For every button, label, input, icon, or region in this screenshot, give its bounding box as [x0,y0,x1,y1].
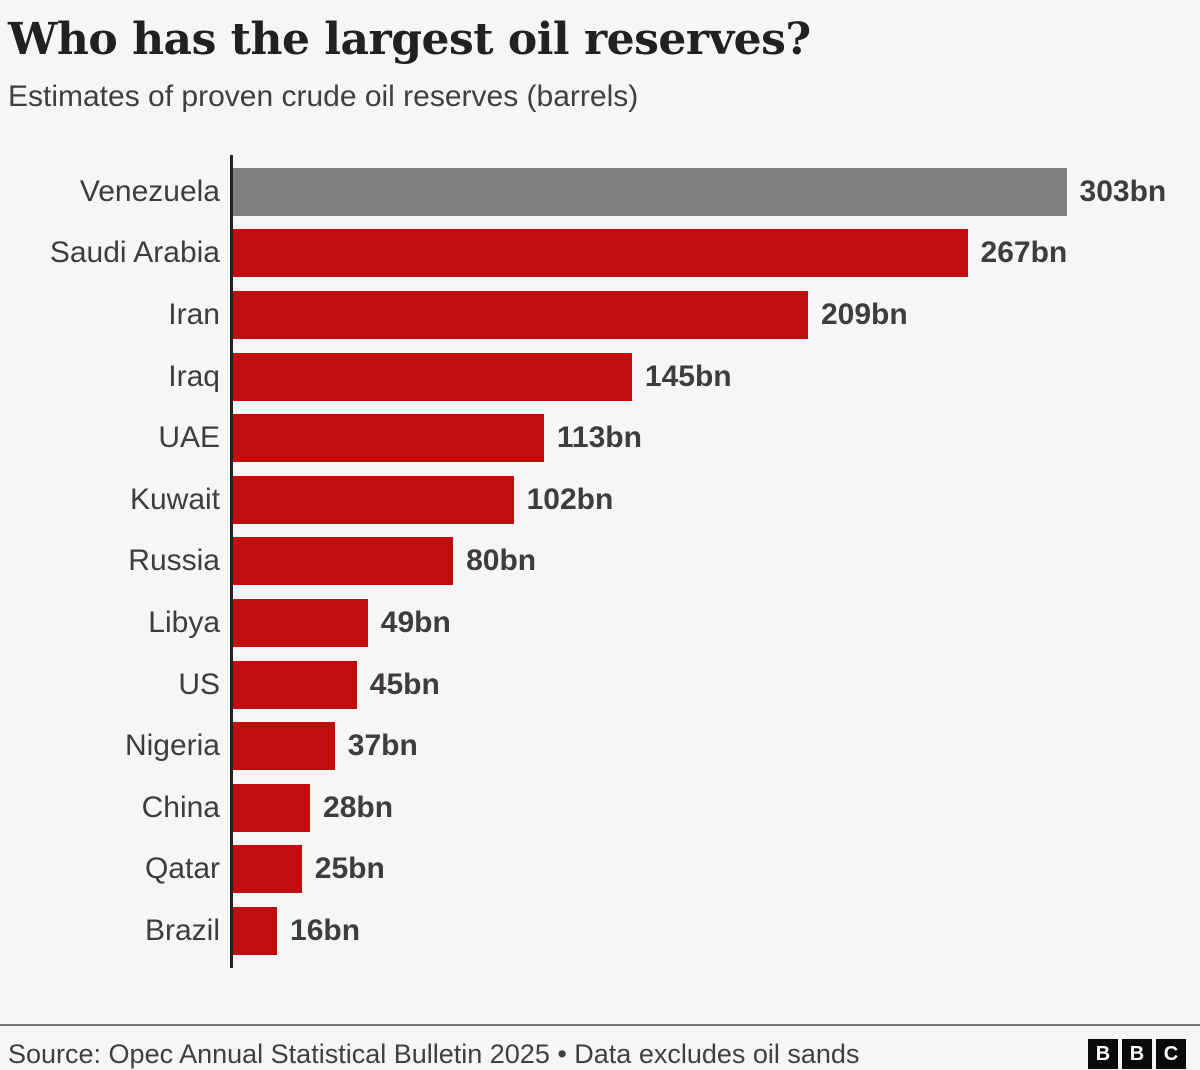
category-label: UAE [158,421,220,455]
bar-area: 303bn [233,161,1200,223]
value-label: 145bn [644,359,732,393]
bar [233,722,335,771]
chart-row: Qatar 25bn [0,839,1200,901]
value-label: 37bn [347,729,418,763]
source-text: Source: Opec Annual Statistical Bulletin… [8,1038,860,1069]
bar-area: 16bn [233,900,1200,962]
footer: Source: Opec Annual Statistical Bulletin… [0,1024,1200,1070]
chart-row: Kuwait 102bn [0,469,1200,531]
value-label: 267bn [980,236,1068,270]
bar [233,229,968,278]
bar [233,290,808,339]
category-label: Russia [128,544,220,578]
chart-title: Who has the largest oil reserves? [8,14,811,65]
bar-area: 25bn [233,839,1200,901]
value-label: 209bn [820,297,908,331]
bar-area: 209bn [233,284,1200,346]
chart-row: China 28bn [0,777,1200,839]
category-label: Qatar [144,852,220,886]
value-label: 28bn [323,790,394,824]
bbc-logo-block: B [1122,1039,1152,1069]
bar [233,845,302,894]
chart-row: Saudi Arabia 267bn [0,223,1200,285]
chart-row: Nigeria 37bn [0,715,1200,777]
bar-area: 80bn [233,531,1200,593]
value-label: 102bn [526,482,614,516]
chart-rows: Venezuela 303bn Saudi Arabia 267bn Iran 209bn… [0,161,1200,962]
bar-area: 102bn [233,469,1200,531]
chart-page: Who has the largest oil reserves? Estima… [0,12,1200,1070]
bbc-logo-block: C [1156,1039,1186,1069]
chart-row: Libya 49bn [0,592,1200,654]
bar [233,783,311,832]
value-label: 80bn [466,544,537,578]
value-label: 49bn [380,605,451,639]
bar-area: 37bn [233,715,1200,777]
category-label: Iran [168,297,220,331]
chart-row: Venezuela 303bn [0,161,1200,223]
bar-area: 28bn [233,777,1200,839]
bar [233,906,278,955]
bar-area: 267bn [233,223,1200,285]
category-label: US [178,667,220,701]
y-axis-line [230,155,233,968]
category-label: Brazil [144,913,220,947]
chart-subtitle: Estimates of proven crude oil reserves (… [8,80,639,113]
category-label: Venezuela [79,174,220,208]
bar-chart: Venezuela 303bn Saudi Arabia 267bn Iran 209bn… [0,155,1200,968]
chart-row: Iran 209bn [0,284,1200,346]
bar-area: 49bn [233,592,1200,654]
value-label: 303bn [1079,174,1167,208]
chart-row: Russia 80bn [0,531,1200,593]
chart-row: US 45bn [0,654,1200,716]
bar [233,167,1067,216]
value-label: 16bn [290,913,361,947]
category-label: Libya [148,605,220,639]
chart-row: Iraq 145bn [0,346,1200,408]
bar [233,475,514,524]
bar-area: 145bn [233,346,1200,408]
category-label: Kuwait [129,482,220,516]
chart-row: UAE 113bn [0,407,1200,469]
bar [233,660,357,709]
value-label: 25bn [314,852,385,886]
bar [233,414,544,463]
bar [233,352,632,401]
bar [233,537,454,586]
bar-area: 45bn [233,654,1200,716]
bar [233,598,368,647]
category-label: Nigeria [124,729,220,763]
category-label: Saudi Arabia [49,236,220,270]
bbc-logo-block: B [1088,1039,1118,1069]
bar-area: 113bn [233,407,1200,469]
chart-row: Brazil 16bn [0,900,1200,962]
value-label: 113bn [556,421,642,455]
value-label: 45bn [369,667,440,701]
category-label: China [141,790,220,824]
category-label: Iraq [168,359,220,393]
